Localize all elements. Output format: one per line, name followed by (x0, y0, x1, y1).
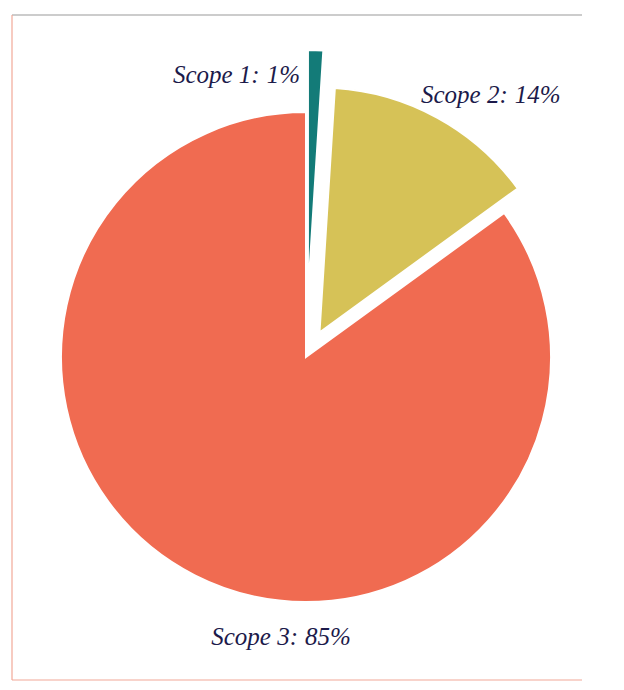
slice-label: Scope 2: 14% (421, 81, 561, 108)
slice-label: Scope 1: 1% (173, 61, 300, 88)
category-label: Scope 1: (173, 61, 260, 88)
value-label: 14% (515, 81, 561, 108)
chart-canvas: Scope 1: 1% Scope 2: 14% Scope 3: 85% (0, 0, 624, 690)
value-label: 1% (267, 61, 300, 88)
category-label: Scope 2: (421, 81, 508, 108)
value-label: 85% (305, 623, 351, 650)
left-rule (11, 15, 12, 680)
pie (61, 50, 551, 602)
bottom-rule (12, 679, 582, 680)
top-rule (12, 14, 582, 15)
slice-label: Scope 3: 85% (211, 623, 351, 650)
pie-slice (308, 50, 323, 295)
category-label: Scope 3: (211, 623, 298, 650)
pie-slice (61, 112, 551, 602)
